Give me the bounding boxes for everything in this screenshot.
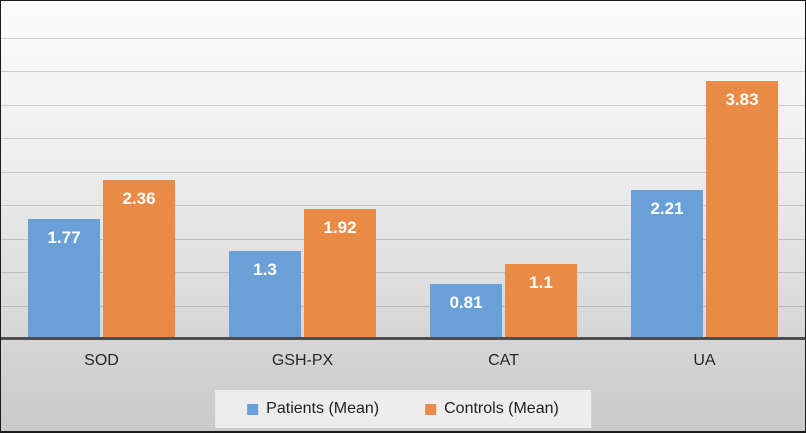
- gridline: [1, 138, 805, 139]
- bar-value-label: 1.92: [323, 218, 357, 238]
- bar-value-label: 1.77: [47, 228, 81, 248]
- legend-item-controls-mean: Controls (Mean): [425, 400, 559, 418]
- gridline: [1, 104, 805, 106]
- gridline: [1, 71, 805, 72]
- category-label-gsh-px: GSH-PX: [271, 352, 334, 369]
- bar-controls-mean-ua: 3.83: [706, 81, 778, 338]
- legend: Patients (Mean) Controls (Mean): [215, 390, 591, 428]
- category-label-sod: SOD: [84, 352, 119, 369]
- category-label-ua: UA: [693, 352, 716, 369]
- gridline: [1, 305, 805, 307]
- legend-swatch-icon: [425, 403, 437, 415]
- bar-group-cat: 0.81 1.1: [403, 264, 604, 338]
- legend-swatch-icon: [247, 403, 259, 415]
- legend-label: Patients (Mean): [266, 400, 380, 417]
- category-axis-labels: SOD GSH-PX CAT UA: [1, 352, 805, 369]
- bar-value-label: 2.21: [650, 198, 684, 218]
- bar-group-gsh-px: 1.3 1.92: [202, 209, 403, 338]
- gridline: [1, 37, 805, 39]
- gridline: [1, 171, 805, 173]
- gridlines: [1, 1, 805, 339]
- bar-group-sod: 1.77 2.36: [1, 179, 202, 338]
- bar-patients-mean-ua: 2.21: [631, 189, 703, 338]
- bar-value-label: 1.3: [253, 259, 277, 279]
- bar-patients-mean-gsh-px: 1.3: [229, 250, 301, 338]
- bar-value-label: 1.1: [529, 273, 553, 293]
- gridline: [1, 272, 805, 273]
- gridline: [1, 238, 805, 240]
- bar-controls-mean-gsh-px: 1.92: [304, 209, 376, 338]
- gridline: [1, 205, 805, 206]
- legend-item-patients-mean: Patients (Mean): [247, 400, 379, 418]
- bar-value-label: 3.83: [725, 90, 759, 110]
- bar-value-label: 0.81: [449, 292, 483, 312]
- category-label-cat: CAT: [488, 352, 519, 369]
- bar-group-ua: 2.21 3.83: [604, 81, 805, 338]
- bar-value-label: 2.36: [122, 188, 156, 208]
- x-axis-line: [1, 337, 805, 340]
- plot-area: 1.77 2.36 1.3 1.92 0.81 1.1 2.21 3.83: [1, 1, 805, 338]
- legend-label: Controls (Mean): [444, 400, 559, 417]
- bar-controls-mean-sod: 2.36: [103, 179, 175, 338]
- bar-patients-mean-cat: 0.81: [430, 283, 502, 338]
- bar-patients-mean-sod: 1.77: [28, 219, 100, 338]
- bar-controls-mean-cat: 1.1: [505, 264, 577, 338]
